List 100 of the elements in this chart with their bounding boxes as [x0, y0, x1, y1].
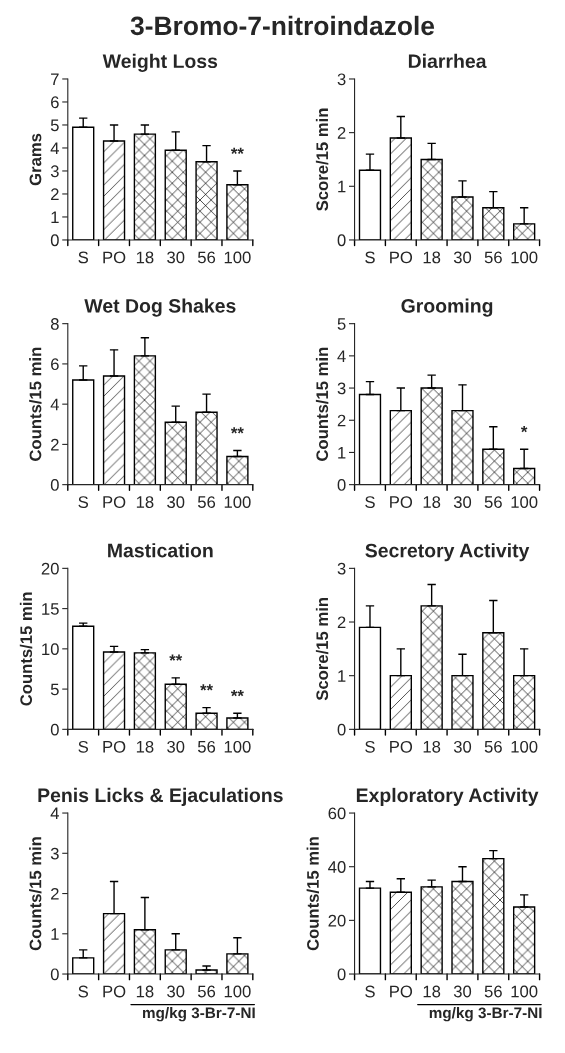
text: 3-Bromo-7-nitroindazole — [130, 15, 435, 36]
chart-title: Penis Licks & Ejaculations — [38, 787, 283, 806]
x-tick-label: PO — [390, 740, 413, 753]
bar — [72, 625, 95, 730]
x-tick-label: 100 — [511, 496, 538, 508]
y-tick-label: 3 — [337, 382, 346, 395]
y-tick-label: 1 — [51, 928, 59, 940]
bar — [72, 957, 95, 975]
x-tick-label: 56 — [484, 740, 502, 753]
y-tick-label: 2 — [337, 616, 346, 629]
x-tick-label: 56 — [197, 985, 216, 998]
x-tick-label: 18 — [136, 985, 154, 998]
y-tick-label: 0 — [50, 723, 59, 736]
chart-title: Diarrhea — [408, 53, 487, 69]
x-tick-label: PO — [103, 985, 126, 998]
y-axis-title: Score/15 min — [315, 108, 329, 211]
y-tick-label: 3 — [337, 73, 346, 86]
x-tick-label: S — [78, 740, 89, 753]
y-tick-label: 20 — [41, 562, 59, 575]
y-tick-label: 4 — [50, 142, 59, 155]
annotation: ** — [230, 427, 244, 434]
bar — [358, 887, 382, 975]
y-axis-title: Counts/15 min — [315, 347, 329, 461]
y-axis-title: Counts/15 min — [306, 837, 320, 951]
y-tick-label: 40 — [328, 861, 346, 873]
y-tick-label: 6 — [51, 358, 59, 371]
x-tick-label: 100 — [511, 740, 538, 753]
x-tick-label: PO — [390, 496, 413, 508]
y-tick-label: 1 — [51, 211, 59, 223]
x-tick-label: 30 — [167, 985, 185, 998]
text: mg/kg 3-Br-7-NI — [429, 1007, 542, 1022]
annotation: ** — [169, 654, 183, 661]
chart-title: Grooming — [401, 298, 493, 317]
x-tick-label: 30 — [453, 740, 472, 753]
y-axis-title: Grams — [29, 133, 42, 186]
chart-title: Wet Dog Shakes — [84, 298, 236, 317]
y-tick-label: 4 — [337, 350, 346, 362]
y-tick-label: 0 — [337, 234, 346, 247]
y-tick-label: 20 — [328, 914, 346, 927]
y-axis-title: Counts/15 min — [29, 837, 42, 951]
y-tick-label: 0 — [50, 968, 59, 981]
y-axis-title: Score/15 min — [315, 598, 329, 701]
annotation: ** — [230, 689, 244, 697]
x-tick-label: 18 — [136, 496, 154, 508]
y-tick-label: 2 — [51, 438, 59, 451]
x-tick-label: S — [365, 496, 375, 508]
y-tick-label: 0 — [337, 479, 346, 491]
y-tick-label: 60 — [328, 807, 346, 820]
y-tick-label: 8 — [50, 318, 59, 330]
y-tick-label: 6 — [51, 96, 59, 109]
y-tick-label: 2 — [51, 188, 59, 200]
x-tick-label: 100 — [224, 985, 251, 998]
y-tick-label: 15 — [42, 603, 59, 615]
x-tick-label: PO — [103, 251, 126, 264]
x-tick-label: 56 — [197, 740, 216, 753]
chart-title: Mastication — [108, 543, 213, 558]
y-tick-label: 4 — [50, 807, 59, 820]
y-tick-label: 2 — [337, 127, 346, 139]
chart-title: Exploratory Activity — [356, 787, 539, 806]
x-tick-label: 100 — [511, 985, 538, 998]
y-tick-label: 1 — [338, 447, 346, 459]
x-tick-label: S — [78, 496, 89, 508]
x-tick-label: S — [365, 740, 375, 753]
y-axis-title: Counts/15 min — [19, 592, 33, 706]
x-tick-label: 18 — [423, 251, 441, 264]
y-tick-label: 5 — [337, 318, 346, 330]
y-tick-label: 5 — [50, 683, 59, 696]
y-tick-label: 0 — [50, 234, 59, 247]
x-tick-label: 30 — [167, 251, 185, 264]
x-tick-label: 18 — [423, 985, 441, 998]
y-tick-label: 2 — [337, 414, 346, 427]
x-tick-label: 100 — [224, 251, 251, 264]
x-tick-label: 100 — [511, 251, 538, 264]
y-tick-label: 1 — [338, 670, 346, 682]
x-tick-label: 30 — [453, 496, 472, 508]
x-tick-label: PO — [103, 496, 126, 508]
chart-title: Weight Loss — [102, 53, 218, 72]
x-tick-label: S — [365, 251, 375, 264]
x-tick-label: 18 — [136, 740, 154, 753]
bar — [72, 379, 95, 485]
text: mg/kg 3-Br-7-NI — [142, 1007, 255, 1022]
x-tick-label: 56 — [484, 496, 502, 508]
x-tick-label: 100 — [224, 496, 251, 508]
x-tick-label: 100 — [224, 740, 251, 753]
x-tick-label: S — [78, 985, 89, 998]
x-tick-label: 30 — [453, 985, 472, 998]
y-tick-label: 3 — [50, 165, 59, 178]
x-tick-label: S — [365, 985, 375, 998]
y-tick-label: 0 — [337, 723, 346, 736]
x-tick-label: 18 — [423, 496, 441, 508]
y-tick-label: 2 — [51, 887, 59, 900]
x-tick-label: 56 — [197, 496, 216, 508]
y-tick-label: 1 — [338, 180, 346, 193]
x-tick-label: S — [78, 251, 89, 264]
x-tick-label: 18 — [423, 740, 441, 753]
chart-title: Secretory Activity — [365, 543, 530, 562]
y-axis-title: Counts/15 min — [29, 347, 42, 461]
y-tick-label: 7 — [51, 73, 59, 86]
annotation: * — [520, 425, 528, 433]
x-tick-label: 30 — [167, 496, 185, 508]
